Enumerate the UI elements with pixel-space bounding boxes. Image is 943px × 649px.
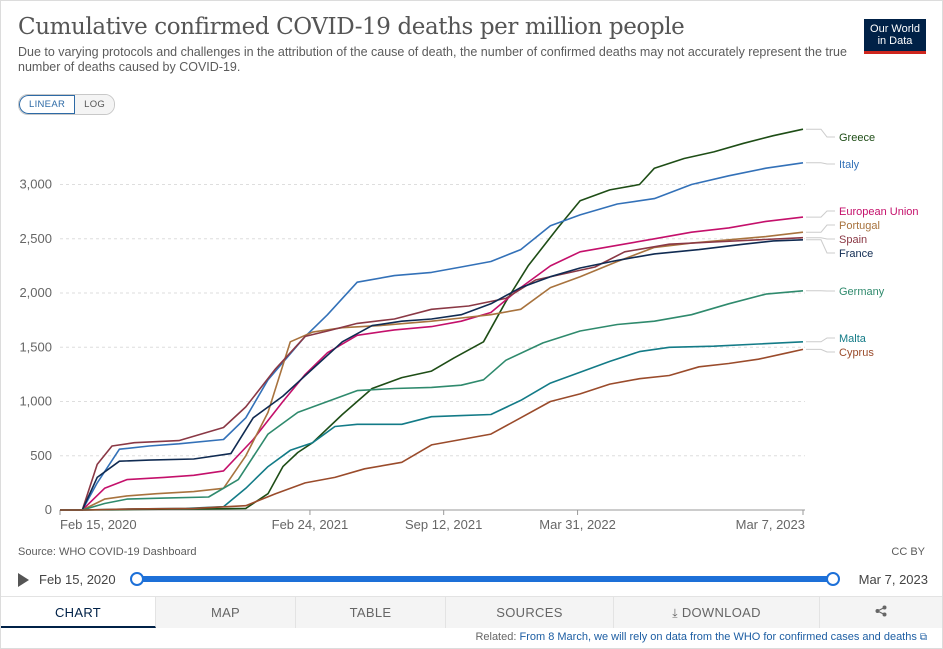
x-tick-label: Feb 24, 2021 [272,517,349,532]
legend-label-cyprus: Cyprus [839,347,874,359]
x-tick-label: Mar 7, 2023 [736,517,805,532]
legend: Greece Italy European Union Portugal Spain Fr… [806,128,919,359]
legend-label-greece: Greece [839,132,875,144]
logo-line-2: in Data [877,35,913,47]
y-tick-label: 1,500 [19,339,52,354]
timeline-track[interactable] [137,576,833,582]
tab-sources[interactable]: SOURCES [446,597,614,628]
source-note: Source: WHO COVID-19 Dashboard [18,546,197,558]
series-lines [60,128,804,511]
legend-connector [806,128,835,138]
legend-connector [806,224,835,233]
external-link-icon: ⧉ [919,632,927,643]
related-prefix: Related: [475,631,517,643]
series-line-european-union [60,216,804,511]
tab-chart[interactable]: CHART [1,597,156,628]
x-tick-label: Mar 31, 2022 [539,517,616,532]
legend-connector [806,337,835,343]
chart-subtitle: Due to varying protocols and challenges … [18,45,847,74]
legend-label-malta: Malta [839,333,867,345]
legend-connector [806,162,835,165]
legend-label-germany: Germany [839,286,885,298]
download-label: DOWNLOAD [681,605,761,620]
legend-label-france: France [839,248,873,260]
series-line-malta [60,341,804,511]
timeline: Feb 15, 2020 Mar 7, 2023 [18,570,928,590]
y-tick-label: 0 [45,502,52,517]
timeline-end-handle[interactable] [826,572,840,586]
timeline-start-handle[interactable] [130,572,144,586]
legend-label-portugal: Portugal [839,220,880,232]
download-icon: ⤓ [672,606,678,620]
x-tick-label: Sep 12, 2021 [405,517,482,532]
license-note[interactable]: CC BY [891,546,925,558]
legend-label-spain: Spain [839,234,867,246]
log-scale-button[interactable]: LOG [75,95,115,114]
logo-line-1: Our World [870,23,920,35]
legend-label-european-union: European Union [839,206,919,218]
related-link[interactable]: From 8 March, we will rely on data from … [519,631,917,643]
y-tick-label: 1,000 [19,394,52,409]
share-button[interactable] [820,597,942,628]
tab-table[interactable]: TABLE [296,597,446,628]
y-tick-label: 3,000 [19,177,52,192]
legend-connector [806,239,835,254]
x-tick-label: Feb 15, 2020 [60,517,137,532]
tab-download[interactable]: ⤓ DOWNLOAD [614,597,820,628]
scale-toggle: LINEAR LOG [18,94,116,115]
x-axis-ticks: Feb 15, 2020 Feb 24, 2021 Sep 12, 2021 Mar … [59,510,805,532]
series-line-spain [60,236,804,511]
play-icon[interactable] [18,573,29,587]
tab-map[interactable]: MAP [156,597,296,628]
series-line-italy [60,162,804,511]
legend-connector [806,348,835,353]
timeline-start-label: Feb 15, 2020 [39,572,116,587]
legend-connector [806,210,835,218]
y-tick-label: 2,000 [19,285,52,300]
series-line-france [60,239,804,511]
line-chart: 0 500 1,000 1,500 2,000 2,500 3,000 Feb 15, 20… [19,128,919,532]
related-note: Related: From 8 March, we will rely on d… [475,631,927,643]
series-line-germany [60,290,804,511]
timeline-end-label: Mar 7, 2023 [858,572,928,587]
linear-scale-button[interactable]: LINEAR [19,95,76,114]
share-icon [875,605,887,617]
chart-title: Cumulative confirmed COVID-19 deaths per… [18,14,685,40]
owid-logo[interactable]: Our World in Data [864,19,926,54]
legend-connector [806,237,835,240]
y-axis-ticks: 0 500 1,000 1,500 2,000 2,500 3,000 [19,177,52,518]
y-tick-label: 500 [30,448,52,463]
legend-label-italy: Italy [839,159,860,171]
tab-bar: CHART MAP TABLE SOURCES ⤓ DOWNLOAD [1,596,942,628]
y-tick-label: 2,500 [19,231,52,246]
series-line-cyprus [60,348,804,511]
